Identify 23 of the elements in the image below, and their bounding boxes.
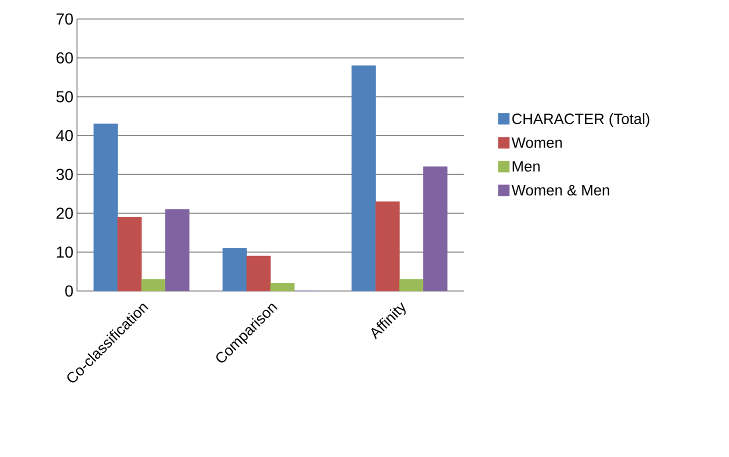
bar <box>352 65 376 292</box>
bar <box>94 124 118 292</box>
y-tick-label: 60 <box>56 52 73 64</box>
y-tick-label: 40 <box>56 130 73 142</box>
y-tick-label: 0 <box>65 285 73 297</box>
bar <box>423 166 448 292</box>
y-tick-label: 70 <box>56 13 73 25</box>
bar <box>375 201 400 292</box>
bar <box>399 279 424 292</box>
y-tick-label: 10 <box>56 246 73 258</box>
legend-label: Women <box>512 137 562 148</box>
bar <box>141 279 166 292</box>
legend-label: Men <box>512 161 540 172</box>
y-tick-label: 20 <box>56 208 73 219</box>
y-tick-label: 50 <box>56 91 73 102</box>
legend-label: Women & Men <box>512 185 610 196</box>
bar <box>270 283 295 292</box>
bar <box>165 209 190 292</box>
bar <box>117 216 142 292</box>
legend-label: CHARACTER (Total) <box>512 113 650 128</box>
y-tick-label: 30 <box>56 168 73 180</box>
bar <box>246 256 271 292</box>
bar <box>222 248 247 292</box>
